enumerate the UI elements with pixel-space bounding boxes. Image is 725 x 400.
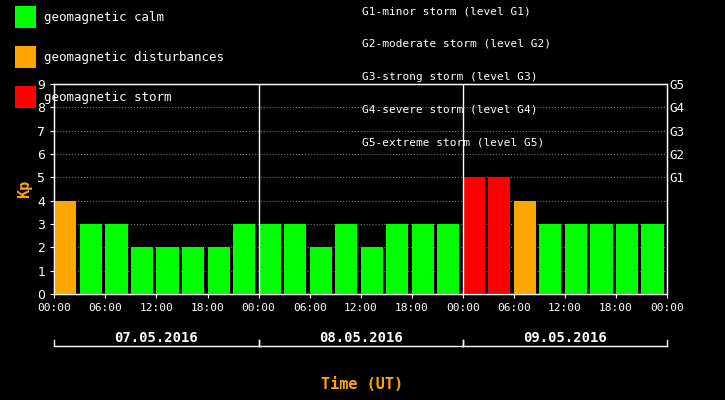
- Bar: [259, 224, 281, 294]
- Text: geomagnetic calm: geomagnetic calm: [44, 10, 164, 24]
- Y-axis label: Kp: Kp: [17, 180, 32, 198]
- Bar: [284, 224, 306, 294]
- Text: 09.05.2016: 09.05.2016: [523, 331, 607, 345]
- Bar: [437, 224, 460, 294]
- Bar: [463, 177, 485, 294]
- Text: geomagnetic storm: geomagnetic storm: [44, 90, 171, 104]
- Text: G2-moderate storm (level G2): G2-moderate storm (level G2): [362, 39, 552, 49]
- Text: G4-severe storm (level G4): G4-severe storm (level G4): [362, 104, 538, 114]
- Bar: [54, 201, 77, 294]
- Bar: [131, 247, 153, 294]
- Bar: [616, 224, 638, 294]
- Bar: [80, 224, 102, 294]
- Bar: [514, 201, 536, 294]
- Text: G5-extreme storm (level G5): G5-extreme storm (level G5): [362, 137, 544, 147]
- Text: 08.05.2016: 08.05.2016: [319, 331, 402, 345]
- Bar: [590, 224, 613, 294]
- Bar: [157, 247, 178, 294]
- Text: Time (UT): Time (UT): [321, 377, 404, 392]
- Bar: [412, 224, 434, 294]
- Bar: [182, 247, 204, 294]
- Bar: [489, 177, 510, 294]
- Bar: [386, 224, 408, 294]
- Text: geomagnetic disturbances: geomagnetic disturbances: [44, 50, 223, 64]
- Bar: [642, 224, 663, 294]
- Bar: [310, 247, 332, 294]
- Text: G1-minor storm (level G1): G1-minor storm (level G1): [362, 6, 531, 16]
- Bar: [335, 224, 357, 294]
- Bar: [539, 224, 561, 294]
- Bar: [360, 247, 383, 294]
- Text: G3-strong storm (level G3): G3-strong storm (level G3): [362, 72, 538, 82]
- Bar: [207, 247, 230, 294]
- Bar: [105, 224, 128, 294]
- Text: 07.05.2016: 07.05.2016: [115, 331, 199, 345]
- Bar: [565, 224, 587, 294]
- Bar: [233, 224, 255, 294]
